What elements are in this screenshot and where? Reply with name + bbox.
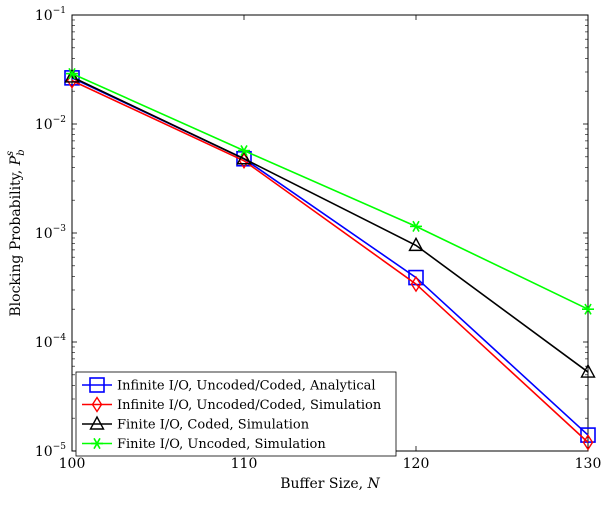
- data-point: [238, 145, 250, 157]
- legend-entry: Infinite I/O, Uncoded/Coded, Analytical: [82, 377, 376, 394]
- y-tick-label: 10−2: [35, 115, 66, 133]
- y-axis: 10−5 10−4 10−3 10−2 10−1: [35, 6, 588, 460]
- data-point: [89, 415, 105, 430]
- series-line: [71, 72, 589, 310]
- legend-entry: Finite I/O, Coded, Simulation: [82, 415, 310, 433]
- legend-label: Infinite I/O, Uncoded/Coded, Analytical: [117, 379, 376, 394]
- data-point: [66, 68, 78, 80]
- data-point: [582, 303, 594, 315]
- y-tick-label: 10−5: [35, 442, 66, 460]
- series-triangle: [64, 68, 596, 378]
- data-point: [91, 396, 103, 413]
- legend-label: Finite I/O, Uncoded, Simulation: [117, 437, 326, 452]
- data-point: [91, 437, 103, 450]
- data-point: [582, 434, 594, 451]
- y-tick-label: 10−4: [35, 333, 66, 351]
- y-tick-label: 10−1: [35, 6, 66, 24]
- x-tick-label: 130: [575, 456, 601, 472]
- legend: Infinite I/O, Uncoded/Coded, Analytical I…: [75, 371, 397, 457]
- star-arm: [584, 303, 592, 315]
- legend-label: Finite I/O, Coded, Simulation: [117, 418, 310, 433]
- series-line: [71, 79, 589, 443]
- x-tick-label: 100: [59, 456, 86, 472]
- data-point: [580, 363, 596, 378]
- x-tick-label: 110: [231, 456, 258, 472]
- data-point: [408, 236, 424, 252]
- data-point: [410, 275, 422, 293]
- y-tick-label: 10−3: [35, 224, 66, 242]
- legend-box: [75, 371, 397, 457]
- data-point: [236, 150, 252, 165]
- series-layer: [64, 68, 596, 451]
- star-arm: [240, 145, 248, 157]
- data-point: [410, 220, 422, 232]
- legend-entry: Finite I/O, Uncoded, Simulation: [82, 437, 326, 452]
- star-arm: [93, 437, 101, 450]
- legend-entry: Infinite I/O, Uncoded/Coded, Simulation: [82, 396, 382, 413]
- x-tick-label: 120: [403, 456, 430, 472]
- x-axis-title: Buffer Size, N: [280, 476, 380, 492]
- series-star: [66, 68, 594, 315]
- legend-label: Infinite I/O, Uncoded/Coded, Simulation: [117, 398, 382, 413]
- data-point: [89, 377, 105, 393]
- data-point: [64, 68, 80, 83]
- star-arm: [412, 220, 420, 232]
- star-arm: [68, 68, 76, 80]
- y-axis-title: Blocking Probability, Psb: [5, 149, 27, 316]
- series-line: [71, 76, 589, 373]
